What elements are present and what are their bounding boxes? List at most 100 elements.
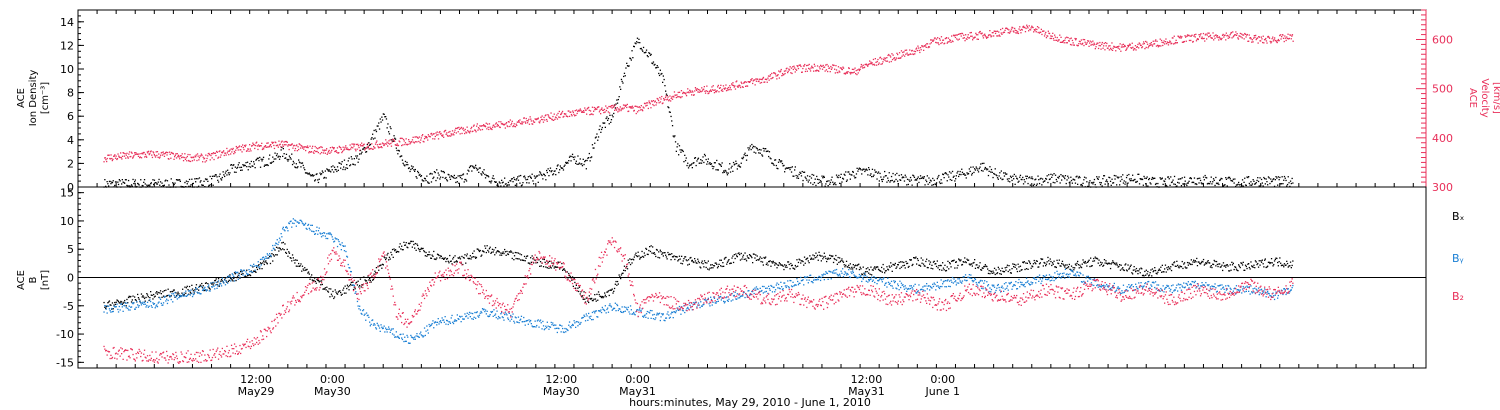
density-point	[900, 179, 902, 181]
velocity-point	[722, 90, 724, 92]
velocity-point	[971, 35, 973, 37]
velocity-point	[607, 111, 609, 113]
density-point	[777, 168, 779, 170]
density-point	[768, 155, 770, 158]
velocity-point	[1203, 37, 1205, 40]
density-point	[361, 151, 363, 153]
density-point	[708, 163, 710, 165]
density-point	[130, 184, 133, 186]
density-point	[166, 180, 169, 182]
velocity-point	[1202, 38, 1204, 40]
density-point	[919, 178, 921, 180]
bx-point	[144, 300, 146, 302]
bx-point	[341, 293, 343, 295]
density-point	[726, 174, 729, 176]
density-point	[877, 172, 879, 174]
density-point	[262, 156, 265, 158]
velocity-point	[978, 32, 980, 34]
velocity-point	[622, 108, 624, 110]
density-point	[804, 176, 806, 178]
density-point	[504, 177, 506, 179]
velocity-point	[111, 157, 113, 160]
density-point	[581, 165, 584, 167]
bx-point	[793, 267, 795, 270]
density-point	[1026, 175, 1028, 177]
velocity-point	[243, 148, 245, 151]
velocity-point	[769, 75, 771, 77]
density-point	[1140, 178, 1142, 181]
bx-point	[577, 287, 579, 289]
density-point	[359, 153, 361, 155]
density-point	[671, 125, 674, 127]
density-point	[930, 180, 932, 182]
velocity-point	[317, 151, 319, 154]
bx-point	[778, 262, 780, 264]
density-point	[886, 181, 888, 183]
velocity-point	[751, 78, 753, 80]
velocity-point	[390, 142, 392, 145]
density-point	[995, 174, 997, 176]
velocity-point	[1278, 40, 1280, 42]
velocity-point	[219, 156, 222, 158]
velocity-point	[709, 90, 711, 92]
density-point	[410, 165, 413, 167]
density-point	[1047, 181, 1049, 184]
density-point	[640, 47, 642, 50]
velocity-point	[474, 129, 476, 131]
velocity-point	[398, 140, 400, 142]
density-point	[170, 178, 172, 180]
velocity-point	[466, 126, 468, 128]
velocity-point	[366, 146, 368, 148]
density-point	[876, 178, 878, 180]
velocity-point	[271, 142, 274, 144]
bx-point	[105, 307, 107, 310]
velocity-point	[409, 142, 412, 144]
bx-point	[188, 293, 190, 295]
density-point	[792, 175, 794, 177]
velocity-point	[663, 99, 665, 101]
velocity-point	[346, 147, 348, 149]
density-point	[610, 119, 613, 121]
density-point	[622, 82, 624, 84]
bx-point	[146, 294, 149, 296]
density-point	[974, 168, 976, 170]
velocity-point	[750, 79, 752, 81]
density-point	[479, 167, 481, 169]
velocity-point	[1200, 37, 1203, 40]
density-point	[131, 185, 133, 187]
density-point	[820, 181, 822, 183]
velocity-point	[264, 145, 267, 147]
bx-point	[415, 249, 417, 251]
bx-point	[697, 258, 699, 260]
density-point	[517, 176, 519, 178]
bx-point	[533, 262, 535, 264]
density-point	[514, 184, 516, 186]
bx-point	[887, 268, 889, 270]
bx-point	[655, 248, 658, 251]
velocity-point	[787, 71, 789, 74]
density-point	[949, 178, 951, 181]
bx-point	[714, 262, 716, 264]
bx-point	[591, 297, 593, 300]
density-point	[836, 176, 838, 178]
velocity-point	[740, 81, 742, 83]
density-point	[1193, 177, 1196, 179]
bx-point	[555, 266, 557, 268]
velocity-point	[996, 35, 998, 37]
velocity-point	[920, 49, 922, 51]
bx-point	[845, 264, 847, 266]
bx-point	[175, 295, 178, 297]
bx-point	[112, 308, 114, 310]
velocity-point	[720, 84, 722, 86]
velocity-point	[395, 144, 398, 146]
velocity-point	[540, 116, 542, 118]
velocity-point	[842, 67, 845, 69]
density-point	[218, 175, 220, 178]
density-point	[1019, 174, 1022, 176]
density-point	[1048, 174, 1050, 176]
velocity-point	[628, 106, 630, 108]
density-point	[1238, 181, 1240, 184]
velocity-point	[914, 50, 917, 53]
density-point	[750, 148, 752, 151]
bx-point	[970, 263, 972, 265]
